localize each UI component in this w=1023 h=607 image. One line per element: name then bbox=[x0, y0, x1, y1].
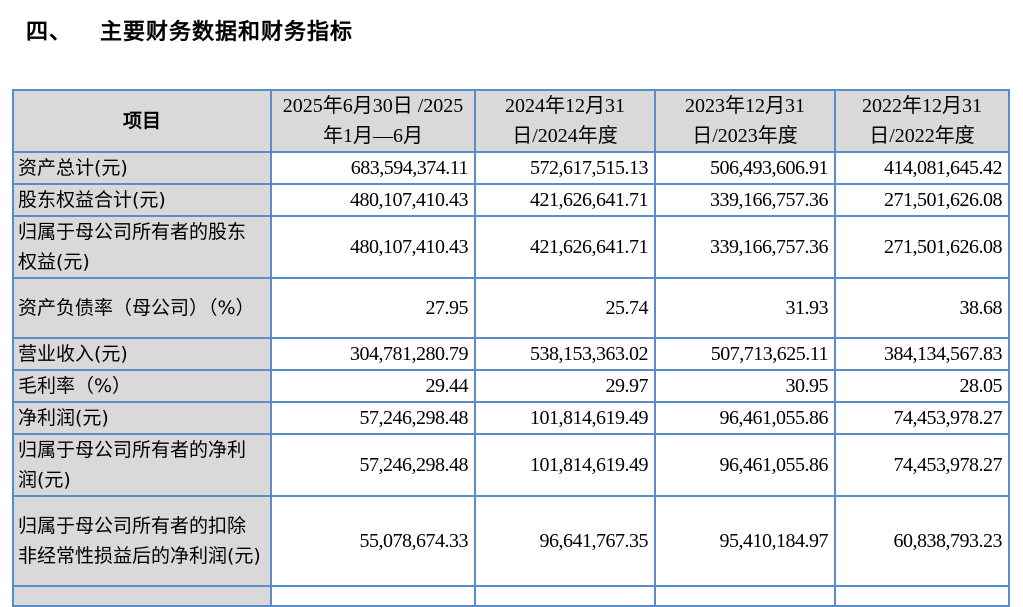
table-row: 净利润(元) 57,246,298.48 101,814,619.49 96,461,… bbox=[12, 401, 1010, 435]
row-label: 归属于母公司所有者的净利润(元) bbox=[12, 433, 272, 497]
row-label: 净利润(元) bbox=[12, 401, 272, 435]
row-label: 资产负债率（母公司）（%） bbox=[12, 277, 272, 339]
cell-value: 29.97 bbox=[474, 369, 656, 403]
table-row: 归属于母公司所有者的净利润(元) 57,246,298.48 101,814,619… bbox=[12, 433, 1010, 497]
table-row: 营业收入(元) 304,781,280.79 538,153,363.02 507,7… bbox=[12, 337, 1010, 371]
cell-value: 339,166,757.36 bbox=[654, 215, 836, 279]
section-heading: 四、 主要财务数据和财务指标 bbox=[26, 14, 353, 46]
cell-value: 28.05 bbox=[834, 369, 1010, 403]
cell-value: 101,814,619.49 bbox=[474, 433, 656, 497]
cell-value: 29.44 bbox=[270, 369, 476, 403]
cell-value: 55,078,674.33 bbox=[270, 495, 476, 587]
cell-value: 480,107,410.43 bbox=[270, 215, 476, 279]
cell-empty bbox=[270, 585, 476, 607]
cell-value: 414,081,645.42 bbox=[834, 151, 1010, 185]
cell-value: 339,166,757.36 bbox=[654, 183, 836, 217]
header-2023: 2023年12月31 日/2023年度 bbox=[654, 89, 836, 153]
cell-value: 304,781,280.79 bbox=[270, 337, 476, 371]
cell-value: 271,501,626.08 bbox=[834, 215, 1010, 279]
cell-value: 74,453,978.27 bbox=[834, 401, 1010, 435]
table-row: 资产负债率（母公司）（%） 27.95 25.74 31.93 38.68 bbox=[12, 277, 1010, 339]
cell-value: 25.74 bbox=[474, 277, 656, 339]
row-label: 资产总计(元) bbox=[12, 151, 272, 185]
cell-value: 538,153,363.02 bbox=[474, 337, 656, 371]
cell-value: 384,134,567.83 bbox=[834, 337, 1010, 371]
cell-empty bbox=[654, 585, 836, 607]
header-2025h1: 2025年6月30日 /2025年1月—6月 bbox=[270, 89, 476, 153]
header-2024: 2024年12月31 日/2024年度 bbox=[474, 89, 656, 153]
table-row: 毛利率（%） 29.44 29.97 30.95 28.05 bbox=[12, 369, 1010, 403]
cell-value: 31.93 bbox=[654, 277, 836, 339]
cell-value: 96,461,055.86 bbox=[654, 401, 836, 435]
cell-value: 38.68 bbox=[834, 277, 1010, 339]
header-row: 项目 2025年6月30日 /2025年1月—6月 2024年12月31 日/2… bbox=[12, 89, 1010, 153]
table-row: 归属于母公司所有者的扣除非经常性损益后的净利润(元) 55,078,674.33 9… bbox=[12, 495, 1010, 587]
table-row: 归属于母公司所有者的股东权益(元) 480,107,410.43 421,626,6… bbox=[12, 215, 1010, 279]
row-label: 归属于母公司所有者的扣除非经常性损益后的净利润(元) bbox=[12, 495, 272, 587]
cell-empty bbox=[834, 585, 1010, 607]
financial-table: 项目 2025年6月30日 /2025年1月—6月 2024年12月31 日/2… bbox=[12, 89, 1010, 607]
cell-value: 60,838,793.23 bbox=[834, 495, 1010, 587]
header-item: 项目 bbox=[12, 89, 272, 153]
cell-value: 271,501,626.08 bbox=[834, 183, 1010, 217]
cell-value: 683,594,374.11 bbox=[270, 151, 476, 185]
cell-value: 572,617,515.13 bbox=[474, 151, 656, 185]
section-number: 四、 bbox=[26, 20, 73, 45]
header-2022: 2022年12月31 日/2022年度 bbox=[834, 89, 1010, 153]
cell-value: 507,713,625.11 bbox=[654, 337, 836, 371]
row-label: 毛利率（%） bbox=[12, 369, 272, 403]
cell-value: 74,453,978.27 bbox=[834, 433, 1010, 497]
cell-value: 30.95 bbox=[654, 369, 836, 403]
cell-value: 57,246,298.48 bbox=[270, 433, 476, 497]
cell-value: 506,493,606.91 bbox=[654, 151, 836, 185]
row-label: 营业收入(元) bbox=[12, 337, 272, 371]
table-row bbox=[12, 585, 1010, 607]
cell-value: 57,246,298.48 bbox=[270, 401, 476, 435]
cell-value: 421,626,641.71 bbox=[474, 183, 656, 217]
cell-value: 96,461,055.86 bbox=[654, 433, 836, 497]
cell-empty bbox=[12, 585, 272, 607]
cell-value: 421,626,641.71 bbox=[474, 215, 656, 279]
cell-empty bbox=[474, 585, 656, 607]
row-label: 归属于母公司所有者的股东权益(元) bbox=[12, 215, 272, 279]
table-row: 股东权益合计(元) 480,107,410.43 421,626,641.71 339… bbox=[12, 183, 1010, 217]
table-row: 资产总计(元) 683,594,374.11 572,617,515.13 506,4… bbox=[12, 151, 1010, 185]
row-label: 股东权益合计(元) bbox=[12, 183, 272, 217]
cell-value: 27.95 bbox=[270, 277, 476, 339]
cell-value: 95,410,184.97 bbox=[654, 495, 836, 587]
section-title: 主要财务数据和财务指标 bbox=[100, 20, 354, 45]
cell-value: 101,814,619.49 bbox=[474, 401, 656, 435]
cell-value: 480,107,410.43 bbox=[270, 183, 476, 217]
cell-value: 96,641,767.35 bbox=[474, 495, 656, 587]
